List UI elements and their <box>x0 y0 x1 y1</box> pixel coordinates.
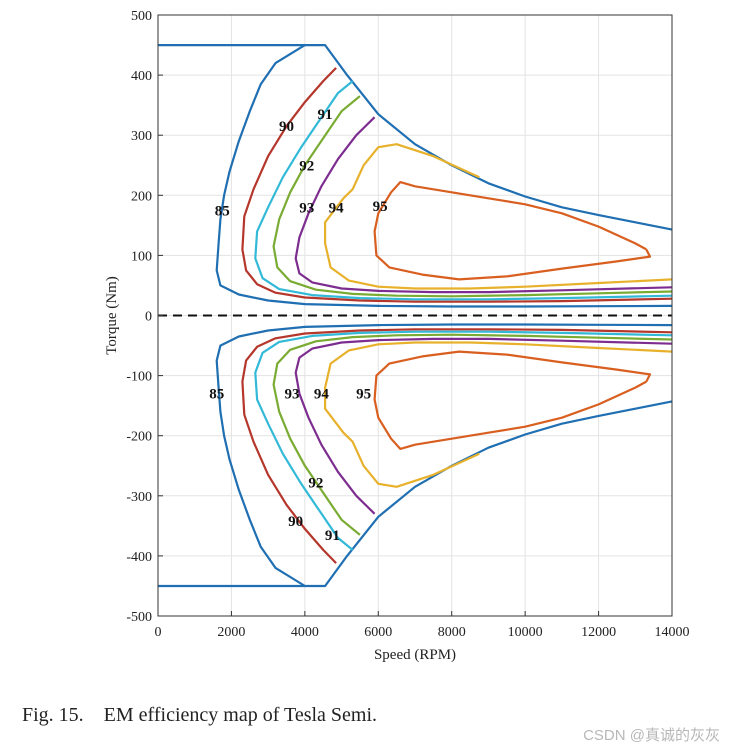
contour-label: 90 <box>279 119 294 135</box>
contour-label: 94 <box>314 387 330 403</box>
contour-label: 95 <box>356 387 371 403</box>
contour-90-lower <box>241 328 673 564</box>
contour-95-lower <box>373 350 652 450</box>
contour-95-upper <box>373 181 652 281</box>
y-tick-label: 100 <box>131 249 152 264</box>
y-tick-label: -300 <box>126 490 152 505</box>
efficiency-map-chart: 0 2000 4000 6000 8000 10000 12000 14000 5004003… <box>104 9 690 663</box>
x-tick-label: 8000 <box>438 625 466 640</box>
x-axis-ticks: 0 2000 4000 6000 8000 10000 12000 14000 <box>155 611 690 640</box>
y-tick-label: -500 <box>126 610 152 625</box>
contour-labels: 85 90 91 92 93 94 95 85 93 94 95 92 90 91 <box>209 107 387 544</box>
contour-94-lower <box>324 341 673 488</box>
contour-label: 85 <box>209 387 224 403</box>
contour-label: 95 <box>373 199 388 215</box>
contour-label: 92 <box>308 476 323 492</box>
contour-91-lower <box>254 330 673 551</box>
contour-85-lower <box>215 323 673 587</box>
y-tick-label: 300 <box>131 129 152 144</box>
contour-boundary-upper <box>158 44 673 231</box>
contour-label: 90 <box>288 514 303 530</box>
contour-label: 93 <box>285 387 300 403</box>
x-tick-label: 14000 <box>655 625 690 640</box>
contour-90-upper <box>241 67 673 303</box>
contour-curves <box>158 44 673 588</box>
x-axis-label: Speed (RPM) <box>374 647 456 663</box>
contour-label: 91 <box>325 528 340 544</box>
contour-label: 92 <box>299 158 314 174</box>
contour-label: 93 <box>299 200 314 216</box>
x-tick-label: 2000 <box>217 625 245 640</box>
figure-caption: Fig. 15. EM efficiency map of Tesla Semi… <box>22 704 378 726</box>
contour-boundary-lower <box>158 400 673 588</box>
contour-93-lower <box>294 337 673 515</box>
x-tick-label: 12000 <box>581 625 616 640</box>
contour-label: 91 <box>318 107 333 123</box>
contour-91-upper <box>254 80 673 301</box>
watermark: CSDN @真诚的灰灰 <box>583 727 720 744</box>
contour-label: 94 <box>329 200 345 216</box>
y-tick-label: -100 <box>126 370 152 385</box>
y-axis-ticks: 500 400 300 200 100 0 -100 -200 -300 -400 -500 <box>126 9 163 625</box>
y-tick-label: 500 <box>131 9 152 24</box>
x-tick-label: 4000 <box>291 625 319 640</box>
contour-92-lower <box>272 333 673 536</box>
contour-93-upper <box>294 116 673 294</box>
y-tick-label: 400 <box>131 69 152 84</box>
y-tick-label: -200 <box>126 430 152 445</box>
y-axis-label: Torque (Nm) <box>104 276 120 355</box>
x-tick-label: 0 <box>155 625 162 640</box>
contour-label: 85 <box>215 203 230 219</box>
contour-94-upper <box>324 143 673 290</box>
y-tick-label: 0 <box>145 310 152 325</box>
contour-85-upper <box>215 44 673 308</box>
y-tick-label: 200 <box>131 189 152 204</box>
x-tick-label: 6000 <box>364 625 392 640</box>
contour-92-upper <box>272 95 673 298</box>
x-tick-label: 10000 <box>508 625 543 640</box>
y-tick-label: -400 <box>126 550 152 565</box>
